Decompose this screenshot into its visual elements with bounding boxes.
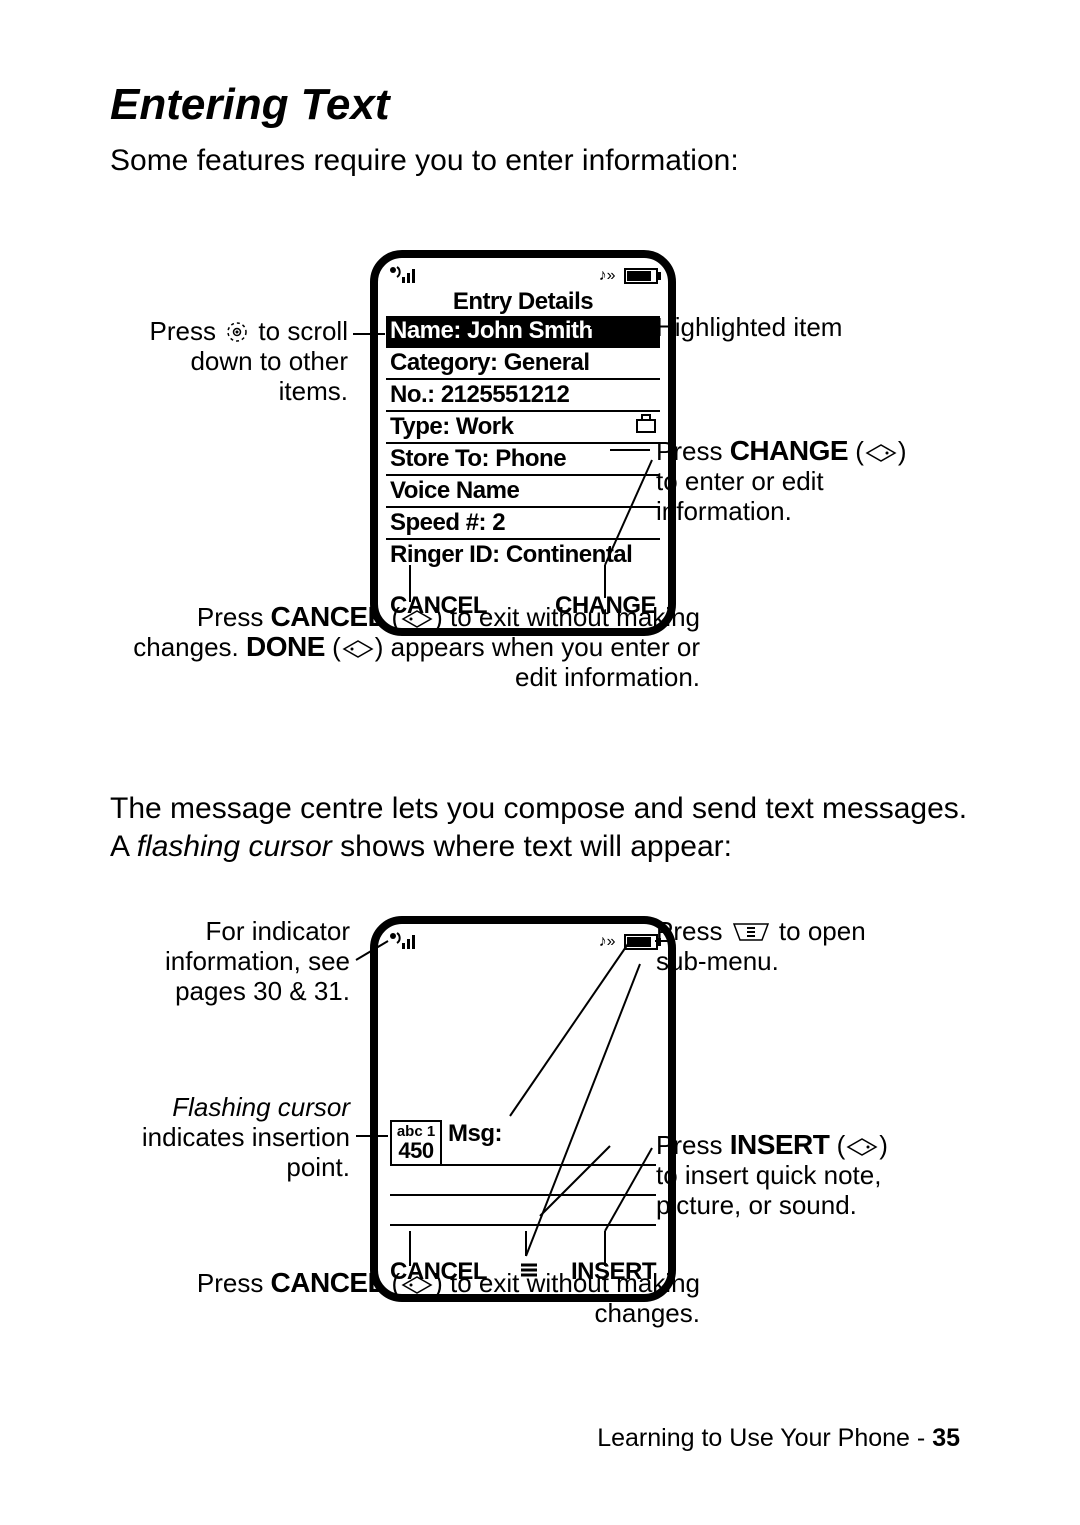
menu-key-icon bbox=[730, 920, 772, 944]
callout-change: Press CHANGE () to enter or edit informa… bbox=[656, 436, 956, 526]
page: Entering Text Some features require you … bbox=[110, 80, 990, 1406]
softkey-right-icon bbox=[864, 442, 898, 464]
softkey-left-icon bbox=[400, 1274, 434, 1296]
figure-message: ♪» abc 1 450 Msg: CANCEL bbox=[110, 916, 990, 1376]
callout-cancel-done: Press CANCEL () to exit without making c… bbox=[80, 602, 700, 692]
paragraph-2: The message centre lets you compose and … bbox=[110, 790, 990, 866]
intro-text: Some features require you to enter infor… bbox=[110, 142, 990, 180]
callout-cursor: Flashing cursor indicates insertion poin… bbox=[80, 1092, 350, 1182]
softkey-right-icon bbox=[845, 1136, 879, 1158]
callout-scroll: Press to scroll down to other items. bbox=[80, 316, 348, 406]
callout-highlighted: Highlighted item bbox=[656, 312, 842, 342]
softkey-left-icon bbox=[341, 638, 375, 660]
callout-open-menu: Press to open sub-menu. bbox=[656, 916, 956, 976]
page-footer: Learning to Use Your Phone - 35 bbox=[0, 1424, 1080, 1453]
callout-insert: Press INSERT () to insert quick note, pi… bbox=[656, 1130, 966, 1220]
page-title: Entering Text bbox=[110, 80, 990, 130]
softkey-left-icon bbox=[400, 608, 434, 630]
callout-indicator: For indicator information, see pages 30 … bbox=[80, 916, 350, 1006]
nav-ring-icon bbox=[223, 320, 251, 344]
callout-cancel-2: Press CANCEL () to exit without making c… bbox=[80, 1268, 700, 1328]
figure-entry-details: ♪» Entry Details Name: John Smith Catego… bbox=[110, 250, 990, 730]
